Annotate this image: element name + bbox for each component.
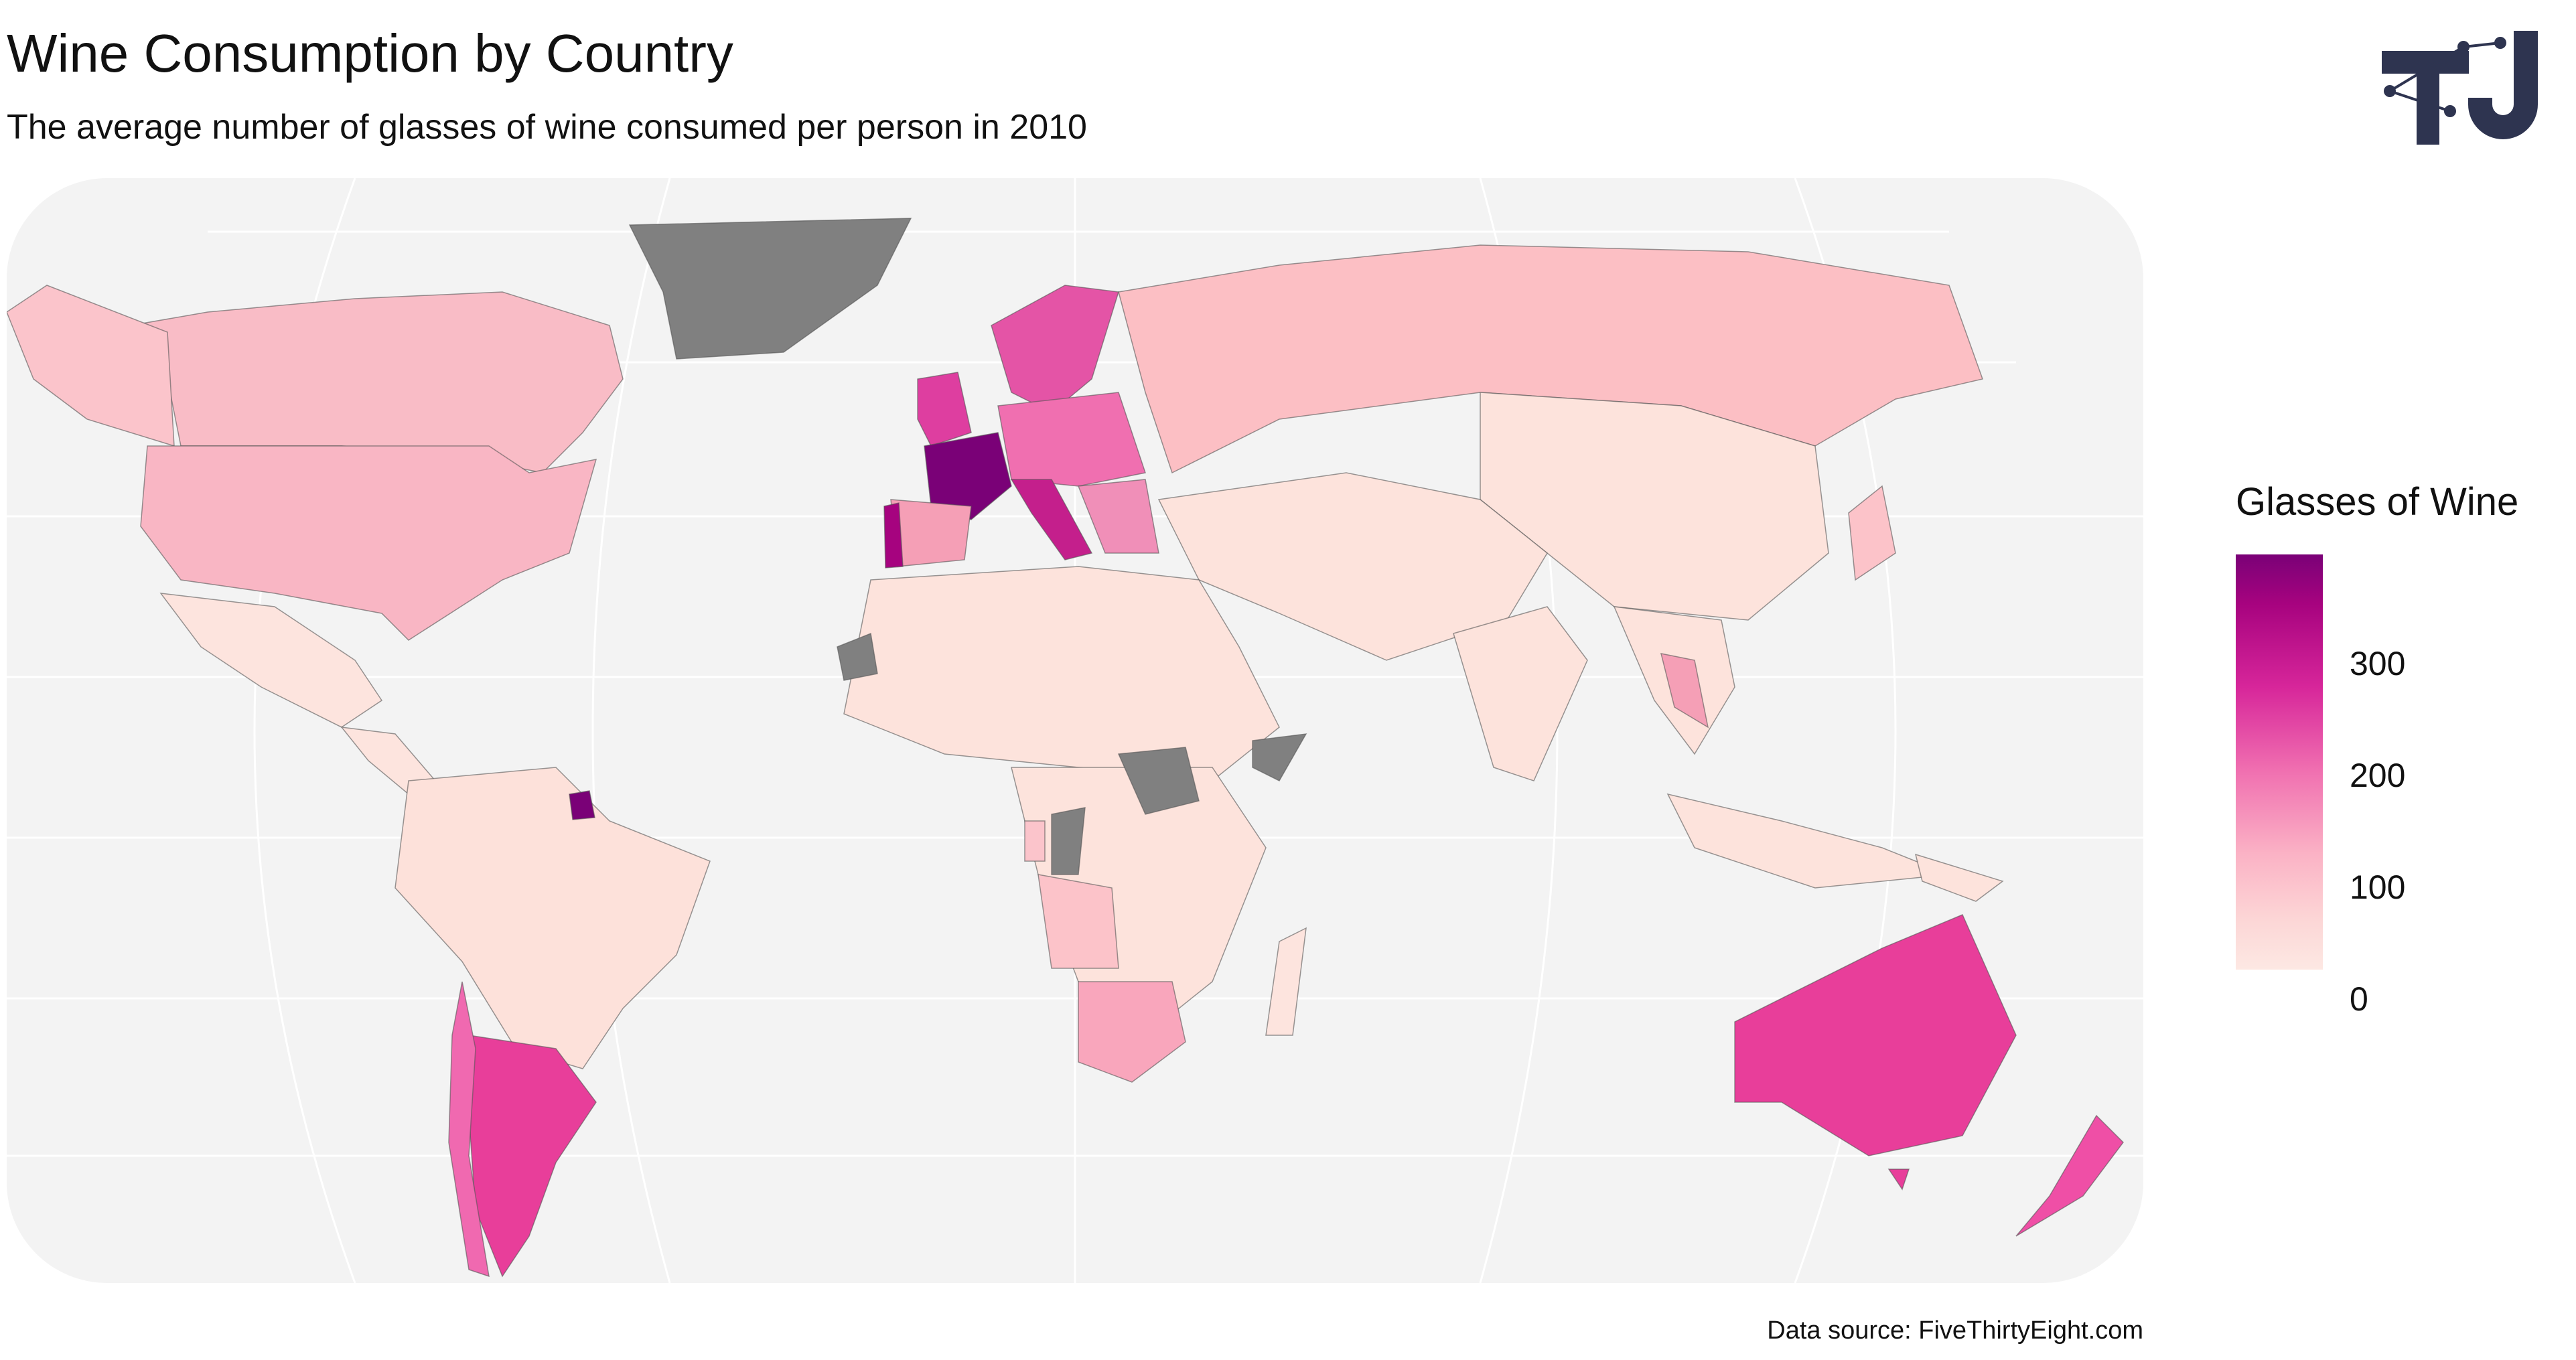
legend-tick-mark [2323, 775, 2340, 777]
country-japan [1848, 485, 1896, 581]
country-uk [917, 372, 972, 447]
legend-title: Glasses of Wine [2236, 480, 2519, 524]
country-spain [890, 499, 972, 567]
country-tasmania [1887, 1168, 1910, 1191]
data-source: Data source: FiveThirtyEight.com [1767, 1316, 2143, 1345]
legend-tick-mark [2323, 663, 2340, 665]
country-north-africa [843, 566, 1280, 781]
country-congo [1051, 807, 1086, 875]
legend-label-200: 200 [2350, 757, 2406, 794]
country-south-sudan [1117, 747, 1200, 815]
country-portugal [883, 502, 904, 569]
legend-color-bar [2236, 554, 2323, 970]
country-russia [1118, 244, 1983, 474]
country-south-africa [1078, 981, 1186, 1083]
country-greenland [628, 218, 912, 360]
legend: Glasses of Wine 300 200 100 0 [2236, 479, 2557, 1029]
legend-label-300: 300 [2350, 645, 2406, 682]
country-somalia [1252, 733, 1307, 781]
country-new-zealand [2015, 1114, 2124, 1237]
country-balkans [1077, 479, 1159, 554]
country-italy [1010, 479, 1093, 560]
country-angola [1037, 874, 1119, 969]
legend-label-0: 0 [2350, 980, 2368, 1018]
chart-title: Wine Consumption by Country [7, 23, 733, 83]
country-chile [448, 981, 490, 1278]
country-argentina [468, 1035, 597, 1278]
legend-tick-mark [2323, 887, 2340, 889]
country-new-guinea [1914, 853, 2004, 902]
country-laos-vietnam [1660, 653, 1709, 729]
world-map [7, 178, 2143, 1283]
legend-label-100: 100 [2350, 868, 2406, 906]
country-australia [1734, 914, 2017, 1156]
country-madagascar [1265, 927, 1307, 1036]
country-mexico [159, 593, 383, 728]
country-usa [140, 445, 597, 641]
country-india [1453, 606, 1588, 781]
country-scandinavia [991, 285, 1119, 413]
country-france [924, 432, 1012, 520]
brand-logo [2382, 31, 2538, 145]
country-french-guiana [569, 790, 595, 820]
country-gabon [1024, 820, 1046, 862]
chart-subtitle: The average number of glasses of wine co… [7, 108, 1087, 147]
country-central-europe [997, 392, 1146, 487]
country-western-sahara [837, 632, 878, 681]
